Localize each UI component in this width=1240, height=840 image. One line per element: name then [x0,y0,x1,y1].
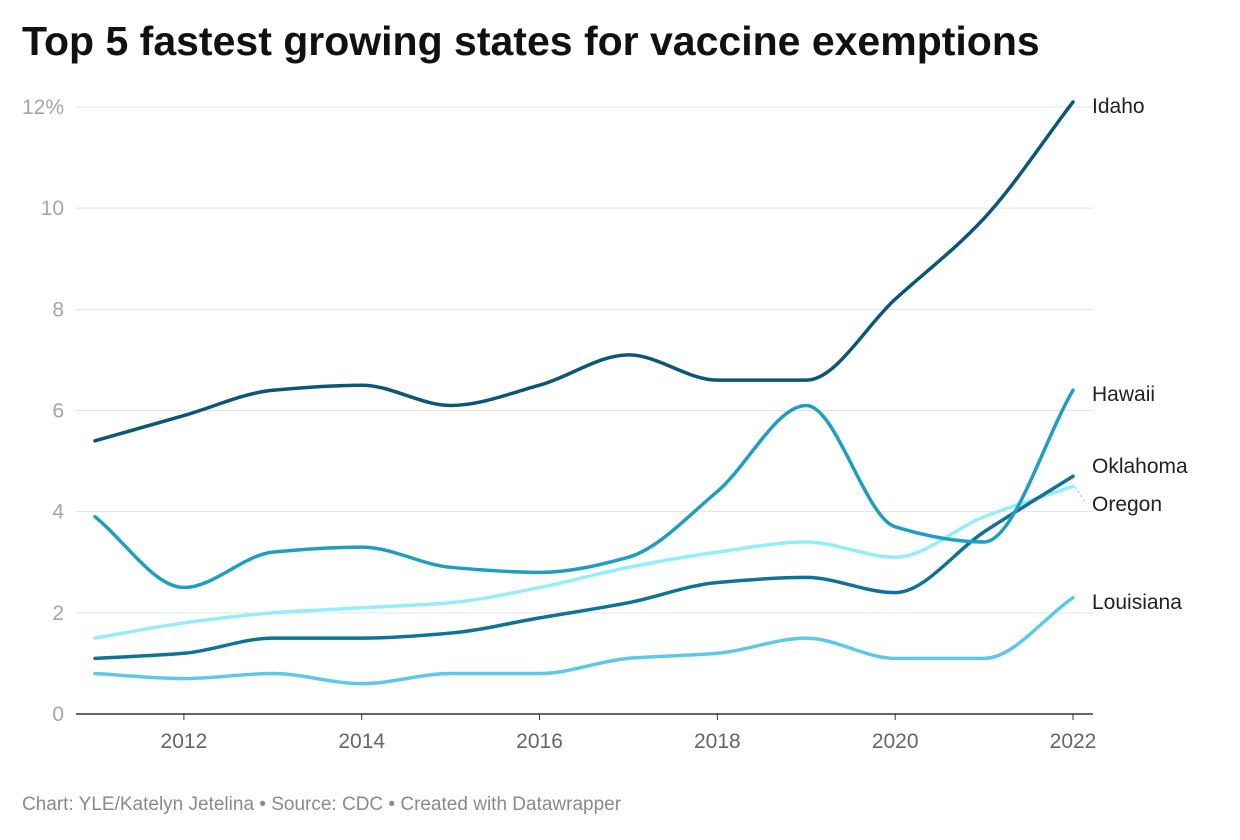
series-label-idaho: Idaho [1092,95,1145,118]
x-tick-label: 2016 [516,730,563,753]
series-line-hawaii [93,388,1075,590]
y-tick-label: 2 [52,602,64,625]
x-axis-ticks: 2012 2014 2016 2018 2020 2022 [161,714,1097,753]
y-tick-label: 8 [52,298,64,321]
x-tick-label: 2022 [1050,730,1097,753]
series-lines [93,100,1075,686]
x-tick-label: 2020 [872,730,919,753]
x-tick-label: 2012 [161,730,208,753]
x-tick-label: 2014 [338,730,385,753]
series-line-idaho [93,100,1075,443]
y-tick-label: 10 [41,197,64,220]
gridlines [76,106,1093,715]
series-line-oregon [93,484,1075,640]
series-label-louisiana: Louisiana [1092,591,1182,614]
series-line-oklahoma [93,474,1075,661]
y-tick-label: 4 [52,501,64,524]
series-line-louisiana [93,595,1075,686]
series-label-oklahoma: Oklahoma [1092,455,1188,478]
series-label-oregon: Oregon [1092,493,1162,516]
x-tick-label: 2018 [694,730,741,753]
y-tick-label: 6 [52,400,64,423]
chart-footer: Chart: YLE/Katelyn Jetelina • Source: CD… [22,794,622,815]
chart-title: Top 5 fastest growing states for vaccine… [22,18,1040,64]
y-tick-label: 0 [52,703,64,726]
y-tick-label: 12% [22,96,64,119]
y-axis-ticks: 0 2 4 6 8 10 12% [22,96,64,726]
series-labels: Louisiana Oregon Oklahoma Hawaii Idaho [1074,95,1188,614]
label-connector-oregon [1074,485,1087,505]
series-label-hawaii: Hawaii [1092,383,1155,406]
